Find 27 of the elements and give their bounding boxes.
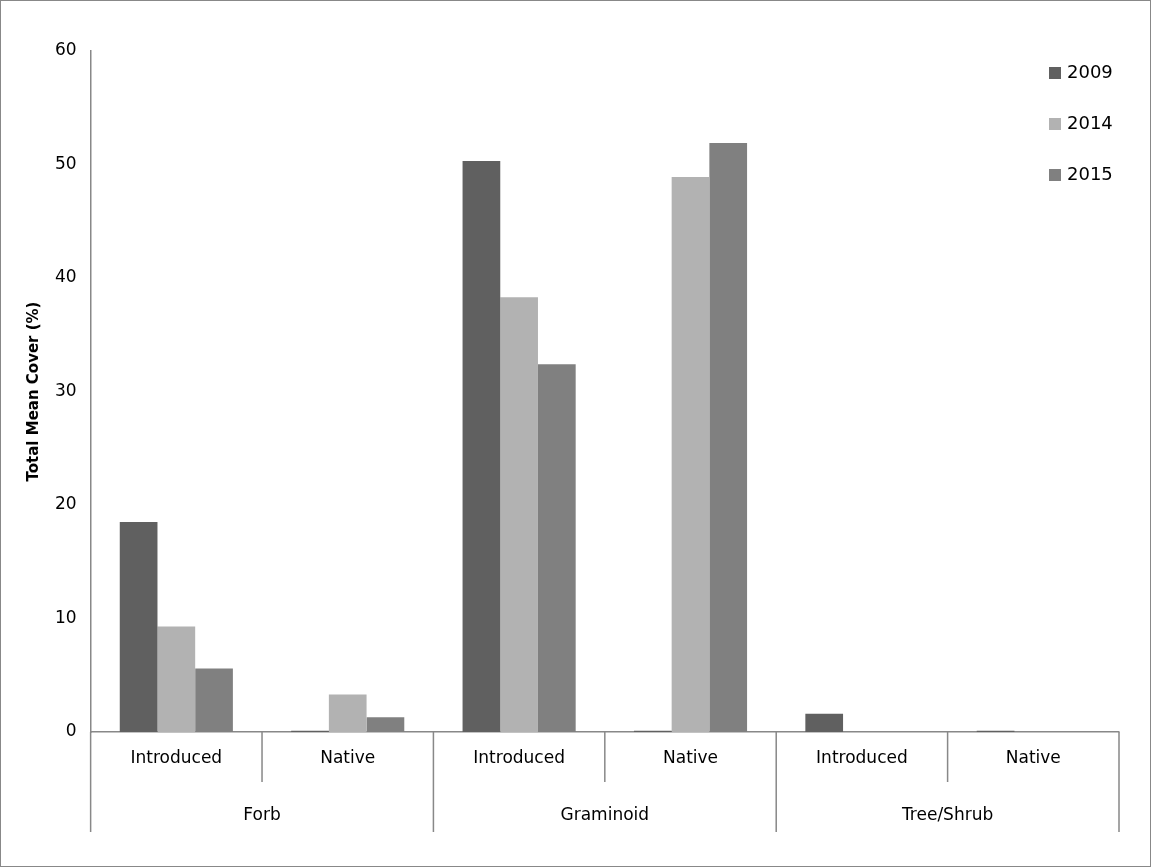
y-tick-label: 0 xyxy=(65,720,77,741)
text: Graminoid xyxy=(560,804,650,825)
bar xyxy=(500,297,538,732)
text: Tree/Shrub xyxy=(900,804,994,825)
bar xyxy=(157,626,196,732)
text: Forb xyxy=(243,804,281,825)
y-tick-label: 30 xyxy=(54,379,77,400)
y-axis-title: Total Mean Cover (%) xyxy=(23,301,42,482)
bar xyxy=(671,176,710,732)
bar xyxy=(462,161,501,732)
legend-label: 2015 xyxy=(1067,162,1113,184)
y-tick-label: 20 xyxy=(54,493,77,514)
x-tick-label: Introduced xyxy=(473,746,565,767)
y-tick-label: 50 xyxy=(54,152,77,173)
legend-label: 2014 xyxy=(1067,111,1113,133)
x-tick-label: Introduced xyxy=(130,746,223,767)
x-tick-label: Native xyxy=(662,746,719,767)
y-tick-label: 40 xyxy=(54,266,77,287)
x-tick-label: Native xyxy=(320,746,376,767)
bar xyxy=(328,694,367,732)
x-tick-label: Native xyxy=(1005,746,1061,767)
legend-label: 2009 xyxy=(1067,60,1113,82)
x-tick-label: Introduced xyxy=(816,746,908,767)
bar xyxy=(119,522,158,732)
y-tick-label: 60 xyxy=(54,39,77,60)
y-tick-label: 10 xyxy=(54,606,77,627)
bar xyxy=(805,713,844,732)
